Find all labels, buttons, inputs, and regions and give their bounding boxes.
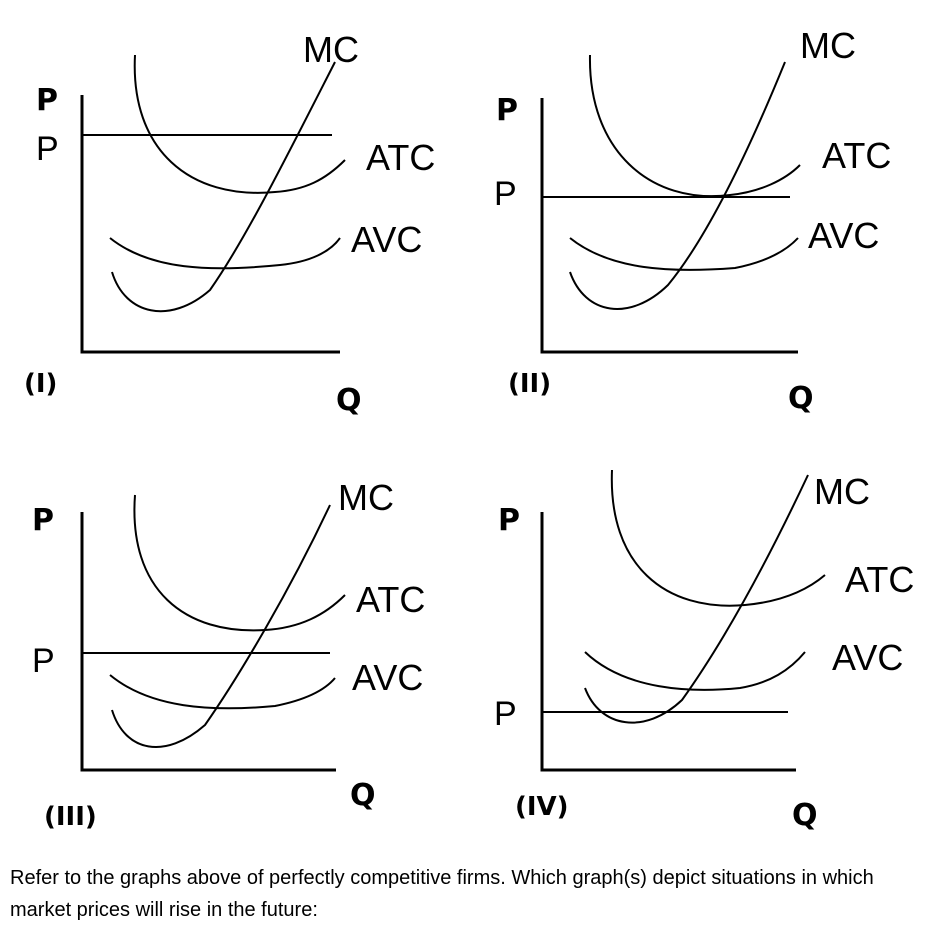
question-text: Refer to the graphs above of perfectly c…: [10, 867, 874, 921]
panel-ii-atc-curve: [588, 54, 801, 198]
panel-iv-label: (IV): [515, 792, 569, 822]
panel-iii-p-axis-label: P: [32, 503, 54, 538]
panel-iv-p-line-label: P: [494, 695, 517, 733]
panel-i-mc-label: MC: [303, 29, 359, 70]
panel-iii-avc-label: AVC: [352, 657, 423, 698]
panel-ii-axes: [540, 98, 798, 354]
panel-ii: P P MC ATC AVC (II) Q: [494, 25, 891, 416]
panel-iii-avc-curve: [109, 674, 336, 710]
panel-i-atc-curve: [133, 54, 346, 194]
panel-ii-avc-curve: [569, 237, 799, 271]
panel-iii-mc-label: MC: [338, 477, 394, 518]
panel-iii-axes: [80, 512, 336, 772]
panel-iv: P P MC ATC AVC (IV) Q: [494, 469, 914, 833]
panel-i-p-axis-label: P: [36, 83, 58, 118]
panel-ii-avc-label: AVC: [808, 215, 879, 256]
panel-iii-atc-curve: [133, 494, 346, 632]
panel-i-axes: [80, 95, 340, 354]
panel-iv-mc-curve: [584, 474, 809, 724]
panel-iii-q-label: Q: [350, 778, 376, 813]
panel-iii-atc-label: ATC: [356, 579, 425, 620]
panel-i-p-line-label: P: [36, 130, 59, 168]
panel-ii-q-label: Q: [788, 381, 814, 416]
panel-ii-label: (II): [508, 369, 551, 399]
panel-i-q-label: Q: [336, 383, 362, 418]
panel-i: P P MC ATC AVC (I) Q: [24, 29, 435, 418]
panel-ii-p-line-label: P: [494, 175, 517, 213]
panel-iv-axes: [540, 512, 796, 772]
panel-iv-atc-label: ATC: [845, 559, 914, 600]
panel-iii: P P MC ATC AVC (III) Q: [32, 477, 425, 832]
panel-iv-atc-curve: [610, 469, 826, 607]
panel-i-avc-label: AVC: [351, 219, 422, 260]
cost-curves-diagram: P P MC ATC AVC (I) Q P P MC ATC AVC (II)…: [24, 25, 914, 833]
panel-ii-mc-label: MC: [800, 25, 856, 66]
panel-iii-label: (III): [44, 802, 97, 832]
panel-ii-atc-label: ATC: [822, 135, 891, 176]
panel-i-avc-curve: [109, 237, 341, 270]
panel-iii-p-line-label: P: [32, 642, 55, 680]
panel-i-atc-label: ATC: [366, 137, 435, 178]
panel-ii-mc-curve: [569, 61, 786, 310]
panel-iv-p-axis-label: P: [498, 503, 520, 538]
panel-i-mc-curve: [111, 61, 336, 313]
panel-iv-mc-label: MC: [814, 471, 870, 512]
panel-iv-avc-curve: [584, 651, 806, 691]
panel-iii-mc-curve: [111, 504, 331, 749]
panel-iv-avc-label: AVC: [832, 637, 903, 678]
panel-i-label: (I): [24, 369, 57, 399]
panel-ii-p-axis-label: P: [496, 93, 518, 128]
panel-iv-q-label: Q: [792, 798, 818, 833]
